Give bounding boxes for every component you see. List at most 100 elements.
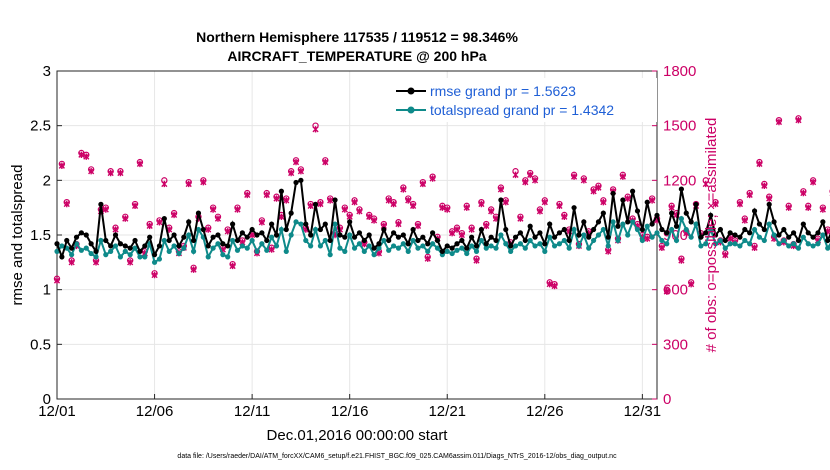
obs-assimilated-marker <box>595 184 602 191</box>
spread-point <box>786 243 792 249</box>
rmse-point <box>566 237 572 244</box>
spread-point <box>815 241 821 247</box>
spread-point <box>293 219 299 225</box>
spread-point <box>98 237 104 244</box>
spread-point <box>503 241 509 247</box>
spread-point <box>610 219 616 225</box>
rmse-point <box>693 201 699 207</box>
y2-tick-label: 1500 <box>663 118 696 135</box>
obs-assimilated-marker <box>317 200 324 208</box>
spread-point <box>264 247 270 253</box>
obs-assimilated-marker <box>224 228 231 235</box>
rmse-point <box>269 221 275 227</box>
rmse-point <box>493 237 499 244</box>
rmse-point <box>93 248 99 254</box>
rmse-point <box>405 241 411 247</box>
obs-assimilated-marker <box>341 206 348 213</box>
y-tick-label: 1 <box>43 282 51 299</box>
rmse-point <box>649 221 655 227</box>
rmse-point <box>161 216 167 222</box>
rmse-point <box>137 248 143 254</box>
spread-point <box>156 256 163 262</box>
rmse-point <box>78 230 84 236</box>
spread-point <box>727 241 733 247</box>
rmse-point <box>220 241 226 247</box>
rmse-point <box>225 243 231 249</box>
obs-assimilated-marker <box>327 197 334 204</box>
rmse-point <box>410 226 416 233</box>
x-tick-label: 12/11 <box>234 403 270 420</box>
obs-assimilated-marker <box>741 217 748 224</box>
spread-point <box>688 234 694 240</box>
y2-tick-label: 600 <box>663 282 688 299</box>
rmse-point <box>537 230 543 236</box>
obs-assimilated-marker <box>210 206 217 213</box>
rmse-point <box>469 234 475 240</box>
rmse-point <box>639 226 645 233</box>
spread-point <box>171 243 177 249</box>
rmse-point <box>147 234 153 240</box>
rmse-point <box>195 210 202 216</box>
obs-assimilated-marker <box>453 226 461 233</box>
spread-point <box>137 254 143 260</box>
spread-point <box>537 241 543 247</box>
obs-assimilated-marker <box>395 220 402 228</box>
spread-point <box>776 241 782 247</box>
rmse-point <box>556 230 563 236</box>
rmse-point <box>727 230 733 236</box>
rmse-point <box>586 234 592 240</box>
spread-point <box>78 247 84 253</box>
rmse-point <box>605 234 611 240</box>
spread-point <box>308 243 314 249</box>
spread-point <box>571 226 577 233</box>
spread-point <box>790 241 797 247</box>
rmse-point <box>473 243 480 249</box>
spread-point <box>230 237 236 244</box>
spread-point <box>269 234 275 240</box>
spread-point <box>356 241 363 247</box>
obs-assimilated-marker <box>312 126 319 133</box>
rmse-point <box>108 243 114 249</box>
obs-assimilated-marker <box>229 262 236 270</box>
obs-assimilated-marker <box>761 182 768 189</box>
spread-point <box>581 232 587 238</box>
spread-point <box>176 250 182 257</box>
rmse-point <box>190 237 197 244</box>
spread-point <box>205 254 211 260</box>
obs-assimilated-marker <box>161 180 168 188</box>
obs-assimilated-marker <box>234 206 241 213</box>
rmse-point <box>390 230 397 236</box>
rmse-point <box>600 210 606 216</box>
obs-assimilated-marker <box>522 178 529 186</box>
spread-point <box>678 216 684 222</box>
rmse-point <box>200 226 206 233</box>
obs-assimilated-marker <box>478 200 485 208</box>
obs-assimilated-marker <box>414 222 422 230</box>
rmse-point <box>64 237 70 244</box>
rmse-point <box>239 230 245 236</box>
x-tick-label: 12/21 <box>428 403 466 420</box>
rmse-point <box>444 243 450 249</box>
spread-point <box>415 245 421 251</box>
rmse-point <box>703 230 709 236</box>
obs-assimilated-marker <box>605 248 612 255</box>
spread-point <box>161 237 167 244</box>
obs-assimilated-marker <box>468 226 475 233</box>
rmse-point <box>166 237 172 244</box>
rmse-point <box>615 223 621 229</box>
rmse-point <box>722 237 728 244</box>
rmse-point <box>673 223 680 229</box>
rmse-point <box>688 219 694 225</box>
obs-assimilated-marker <box>590 188 597 195</box>
y-tick-label: 2 <box>43 172 51 189</box>
rmse-point <box>659 226 665 233</box>
obs-assimilated-marker <box>424 255 431 262</box>
obs-assimilated-marker <box>322 158 329 166</box>
rmse-point <box>366 232 372 238</box>
obs-assimilated-marker <box>170 211 178 219</box>
rmse-point <box>176 243 182 249</box>
spread-point <box>327 252 333 258</box>
spread-point <box>288 232 294 238</box>
legend-marker-rmse <box>407 87 415 95</box>
